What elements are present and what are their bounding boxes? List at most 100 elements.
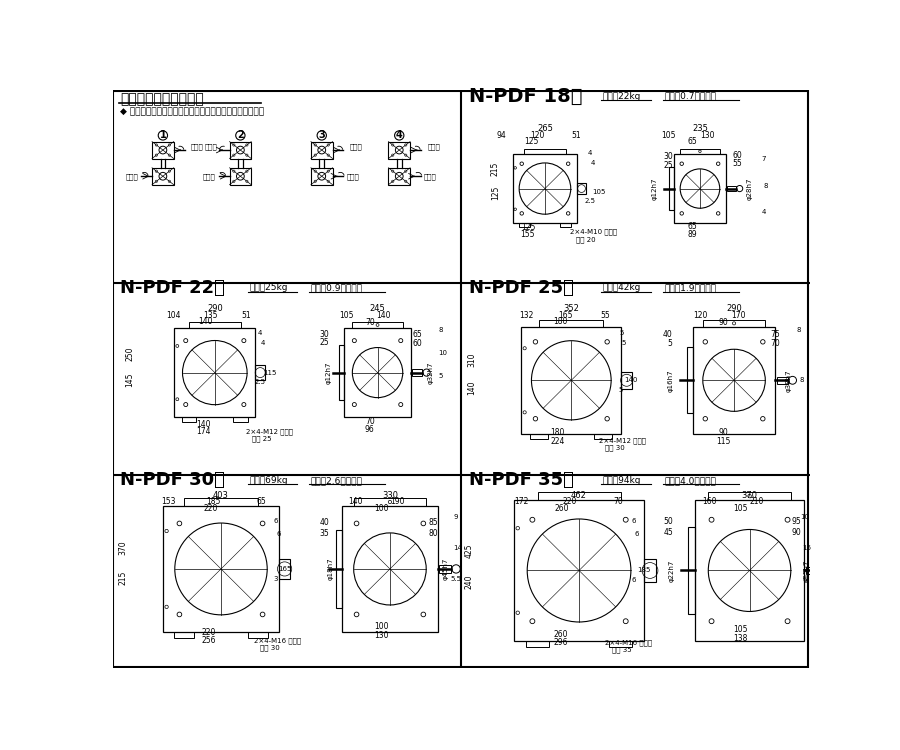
- Text: 4: 4: [590, 160, 595, 166]
- Text: 174: 174: [197, 427, 211, 436]
- Bar: [310, 168, 333, 184]
- Text: 5.5: 5.5: [450, 576, 462, 582]
- Text: φ55h7: φ55h7: [804, 560, 810, 582]
- Text: 425: 425: [464, 543, 473, 558]
- Text: 94: 94: [497, 131, 507, 140]
- Text: 深さ 20: 深さ 20: [576, 236, 596, 243]
- Text: 2×4-M10 タップ: 2×4-M10 タップ: [570, 229, 617, 235]
- Text: 100: 100: [374, 622, 389, 632]
- Text: 入力軸: 入力軸: [202, 173, 216, 179]
- Text: 265: 265: [537, 124, 553, 133]
- Text: 重量／22kg: 重量／22kg: [602, 92, 641, 100]
- Text: 5: 5: [618, 387, 623, 393]
- Bar: [687, 347, 693, 413]
- Bar: [513, 154, 577, 223]
- Text: 290: 290: [726, 304, 742, 313]
- Text: 55: 55: [733, 160, 742, 169]
- Text: φ38h7: φ38h7: [786, 369, 791, 392]
- Text: 5: 5: [622, 340, 626, 346]
- Text: 50: 50: [664, 517, 673, 526]
- Text: 352: 352: [563, 304, 580, 313]
- Text: 185: 185: [637, 568, 651, 574]
- Text: φ12h7: φ12h7: [326, 362, 332, 384]
- Text: 30: 30: [319, 329, 328, 338]
- Text: 96: 96: [364, 425, 374, 434]
- Text: 245: 245: [370, 304, 385, 313]
- Text: 105: 105: [592, 189, 606, 195]
- Text: 180: 180: [554, 317, 568, 326]
- Text: 160: 160: [702, 497, 716, 506]
- Bar: [525, 148, 565, 154]
- Bar: [674, 154, 726, 223]
- Text: N-PDF 22型: N-PDF 22型: [121, 279, 225, 297]
- Bar: [526, 641, 549, 647]
- Text: 190: 190: [391, 497, 405, 506]
- Text: φ12h7: φ12h7: [652, 177, 658, 200]
- Text: 9: 9: [454, 514, 458, 520]
- Bar: [806, 566, 818, 574]
- Text: 65: 65: [688, 222, 698, 231]
- Text: 油量／1.9リットル: 油量／1.9リットル: [664, 284, 716, 292]
- Bar: [439, 566, 451, 573]
- Bar: [163, 506, 279, 632]
- Text: 185: 185: [206, 497, 220, 506]
- Bar: [354, 498, 427, 506]
- Bar: [688, 526, 696, 614]
- Text: 深さ 35: 深さ 35: [612, 646, 631, 653]
- Bar: [336, 530, 342, 608]
- Text: 51: 51: [241, 311, 250, 320]
- Text: 8: 8: [438, 327, 443, 333]
- Text: 55: 55: [600, 311, 610, 320]
- Text: 油量／4.0リットル: 油量／4.0リットル: [664, 476, 716, 485]
- Text: 105: 105: [662, 131, 676, 140]
- Text: 105: 105: [339, 311, 354, 320]
- Text: 140: 140: [624, 377, 637, 383]
- Text: 105: 105: [733, 625, 748, 634]
- Text: 140: 140: [468, 381, 477, 395]
- Bar: [703, 320, 765, 327]
- Bar: [518, 223, 530, 227]
- Bar: [233, 417, 248, 422]
- Text: 深さ 30: 深さ 30: [260, 644, 280, 651]
- Bar: [342, 506, 437, 632]
- Text: 6: 6: [631, 578, 635, 584]
- Bar: [412, 369, 422, 376]
- Text: 90: 90: [791, 528, 801, 537]
- Text: 370: 370: [742, 490, 758, 500]
- Text: 132: 132: [519, 311, 534, 320]
- Bar: [184, 498, 258, 506]
- Text: 215: 215: [491, 161, 500, 176]
- Text: 462: 462: [572, 490, 587, 500]
- Bar: [693, 327, 775, 434]
- Bar: [389, 168, 410, 184]
- Text: 油量／0.9リットル: 油量／0.9リットル: [310, 284, 362, 292]
- Text: 30: 30: [663, 152, 673, 161]
- Text: 6: 6: [276, 530, 281, 536]
- Text: 45: 45: [664, 528, 673, 537]
- Bar: [537, 492, 620, 500]
- Text: φ28h7: φ28h7: [747, 177, 752, 200]
- Bar: [696, 500, 804, 641]
- Text: 180: 180: [550, 428, 564, 437]
- Text: 115: 115: [716, 436, 731, 445]
- Text: 235: 235: [692, 124, 708, 133]
- Text: 140: 140: [198, 317, 212, 326]
- Text: 2×4-M16 タップ: 2×4-M16 タップ: [254, 638, 301, 644]
- Text: 215: 215: [119, 570, 128, 584]
- Text: 油量／2.6リットル: 油量／2.6リットル: [310, 476, 362, 485]
- Bar: [389, 142, 410, 158]
- Text: 70: 70: [364, 416, 374, 425]
- Text: 105: 105: [733, 505, 748, 514]
- Bar: [680, 148, 720, 154]
- Text: 220: 220: [203, 503, 218, 512]
- Text: 4: 4: [261, 340, 265, 346]
- Text: 155: 155: [521, 230, 535, 239]
- Text: 重量／25kg: 重量／25kg: [249, 284, 288, 292]
- Text: 8: 8: [763, 183, 768, 189]
- Text: 90: 90: [718, 428, 728, 437]
- Text: 40: 40: [662, 329, 672, 338]
- Text: 10: 10: [438, 350, 447, 356]
- Text: 104: 104: [166, 311, 181, 320]
- Text: 4: 4: [257, 330, 262, 336]
- Text: 140: 140: [197, 420, 211, 429]
